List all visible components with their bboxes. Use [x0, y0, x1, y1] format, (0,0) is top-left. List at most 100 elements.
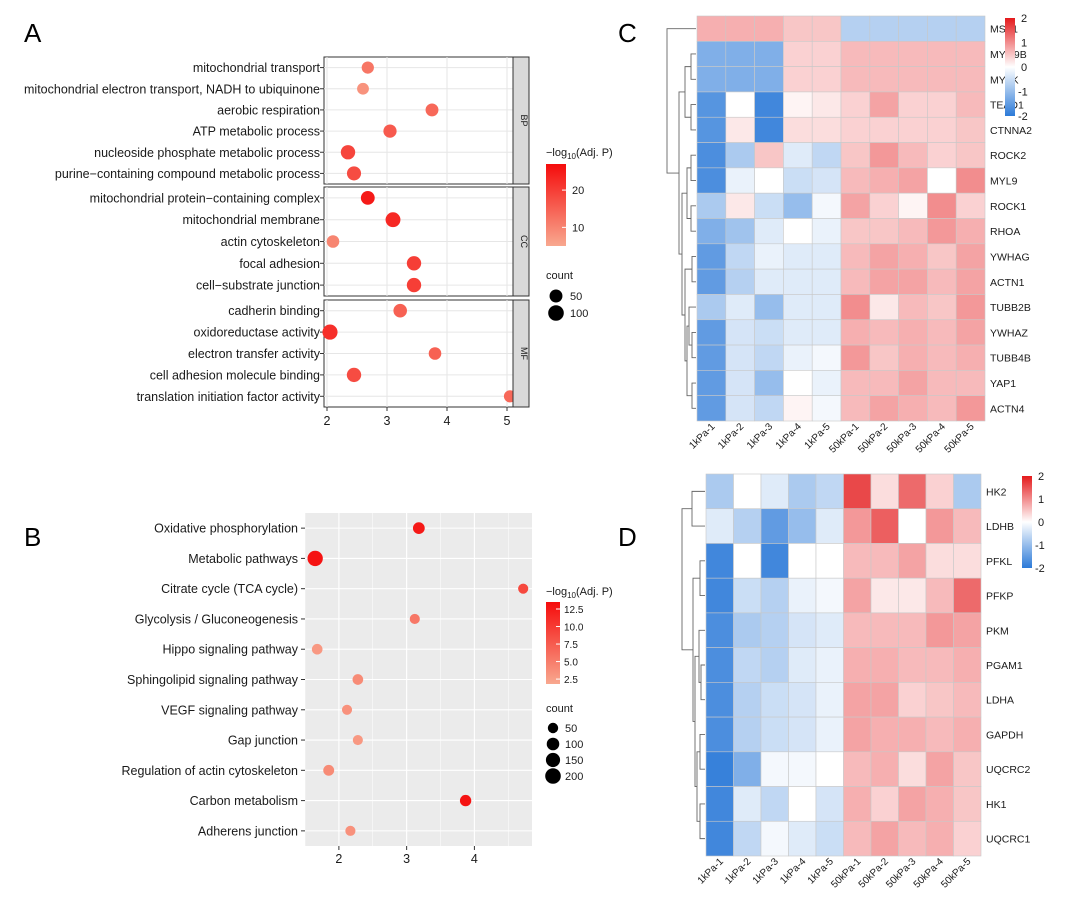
- heatmap-cell: [705, 543, 734, 579]
- heatmap-cell: [870, 543, 899, 579]
- heatmap-cell: [811, 395, 842, 422]
- y-tick-label: oxidoreductase activity: [194, 326, 321, 340]
- y-tick-label: ATP metabolic process: [193, 125, 320, 139]
- heatmap-cell: [754, 116, 784, 143]
- heatmap-cell: [927, 142, 957, 169]
- data-point-focal-adhesion: [406, 256, 422, 271]
- heatmap-cell: [953, 612, 982, 648]
- heatmap-cells: [705, 473, 982, 857]
- heatmap-cell: [815, 473, 844, 510]
- dendrogram-branch: [691, 490, 705, 527]
- heatmap-cell: [760, 543, 789, 579]
- panel-letter-a: A: [24, 18, 42, 48]
- heatmap-cell: [869, 218, 899, 245]
- heatmap-cell: [815, 820, 844, 857]
- y-tick-label: Metabolic pathways: [188, 552, 298, 566]
- row-label: YWHAZ: [990, 327, 1029, 339]
- heatmap-cell: [955, 66, 986, 93]
- heatmap-cell: [870, 612, 899, 648]
- heatmap-cell: [955, 294, 986, 321]
- size-legend-title: count: [546, 270, 573, 282]
- data-point-citrate-cycle-tca-cycle: [518, 583, 529, 594]
- heatmap-cell: [869, 319, 899, 346]
- row-label: ROCK2: [990, 150, 1026, 162]
- heatmap-cell: [953, 751, 982, 787]
- dendrogram-branch: [666, 28, 696, 174]
- y-tick-label: Citrate cycle (TCA cycle): [161, 582, 298, 596]
- heatmap-cell: [927, 243, 957, 270]
- heatmap-cell: [783, 41, 813, 67]
- heatmap-cell: [705, 508, 734, 544]
- panel-d-heatmap: HK2 LDHB PFKL PFKP PKM PGAM1 LDHA GAPDH UQCRC2 HK…: [681, 471, 1045, 890]
- heatmap-cell: [869, 268, 899, 295]
- heatmap-cell: [927, 370, 957, 396]
- heatmap-cell: [925, 786, 954, 822]
- dendrogram-branch: [691, 382, 696, 409]
- row-label: TUBB4B: [990, 353, 1031, 365]
- heatmap-cell: [783, 167, 813, 194]
- y-tick-label: actin cytoskeleton: [221, 235, 320, 249]
- heatmap-cell: [783, 243, 813, 270]
- heatmap-cell: [696, 15, 727, 42]
- heatmap-cell: [840, 395, 871, 422]
- column-label: 1kPa-4: [778, 856, 808, 886]
- heatmap-cell: [898, 751, 927, 787]
- heatmap-cell: [725, 15, 755, 42]
- x-tick-label: 2: [335, 852, 342, 866]
- heatmap-cell: [898, 682, 927, 718]
- heatmap-cell: [927, 218, 957, 245]
- dendrogram-branch: [699, 560, 705, 596]
- heatmap-cell: [898, 344, 928, 371]
- heatmap-cell: [788, 612, 817, 648]
- column-label: 1kPa-4: [774, 421, 804, 451]
- size-legend-dot: [545, 752, 561, 768]
- heatmap-cell: [705, 751, 734, 787]
- x-tick-label: 5: [504, 414, 511, 428]
- heatmap-cell: [788, 647, 817, 683]
- column-label: 1kPa-2: [716, 421, 746, 451]
- colorbar-tick-label: 10: [572, 222, 584, 234]
- heatmap-cell: [815, 577, 844, 614]
- dendrogram-branch: [684, 66, 691, 118]
- heatmap-cell: [898, 15, 928, 42]
- data-point-oxidative-phosphorylation: [412, 522, 425, 535]
- heatmap-cell: [696, 192, 727, 219]
- heatmap-cell: [869, 66, 899, 93]
- heatmap-cell: [760, 682, 789, 718]
- x-tick-label: 3: [384, 414, 391, 428]
- heatmap-cell: [725, 167, 755, 194]
- heatmap-cell: [843, 820, 872, 857]
- heatmap-cell: [811, 294, 842, 321]
- row-label: YWHAG: [990, 251, 1030, 263]
- heatmap-cell: [811, 167, 842, 194]
- heatmap-cell: [953, 647, 982, 683]
- heatmap-cell: [696, 319, 727, 346]
- heatmap-cell: [754, 91, 784, 118]
- heatmap-cell: [754, 268, 784, 295]
- heatmap-cell: [788, 820, 817, 857]
- heatmap-cell: [953, 682, 982, 718]
- color-scale-bar: [1005, 18, 1015, 116]
- size-legend-label: 50: [570, 291, 582, 303]
- data-point-electron-transfer-activity: [428, 347, 442, 360]
- heatmap-cell: [840, 41, 871, 67]
- colorbar-title: −log10(Adj. P): [546, 586, 613, 600]
- heatmap-cell: [898, 508, 927, 544]
- heatmap-cells: [696, 15, 986, 422]
- y-tick-label: Gap junction: [228, 734, 298, 748]
- dendrogram-branch: [690, 154, 696, 181]
- heatmap-cell: [898, 218, 928, 245]
- size-legend-label: 50: [565, 723, 577, 735]
- heatmap-cell: [725, 319, 755, 346]
- heatmap-cell: [870, 751, 899, 787]
- dendrogram-branch: [681, 508, 693, 651]
- heatmap-cell: [733, 508, 762, 544]
- heatmap-cell: [927, 319, 957, 346]
- heatmap-cell: [815, 647, 844, 683]
- heatmap-cell: [927, 66, 957, 93]
- row-label: LDHA: [986, 695, 1014, 707]
- dendrogram-branch: [700, 664, 705, 701]
- heatmap-cell: [733, 820, 762, 857]
- data-point-cell-substrate-junction: [406, 277, 422, 293]
- color-scale-tick-label: 0: [1038, 517, 1044, 529]
